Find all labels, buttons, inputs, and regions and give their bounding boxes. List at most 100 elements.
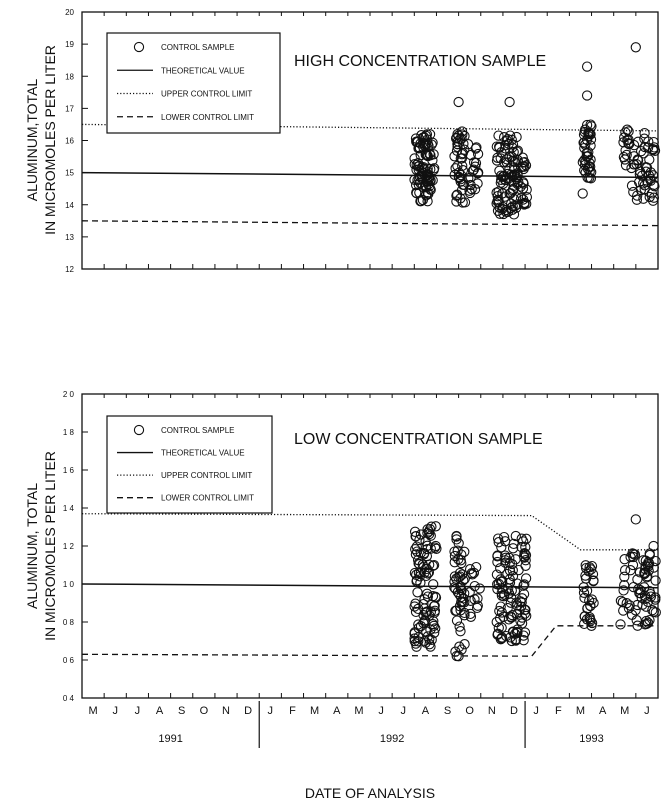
control-sample-point (521, 184, 532, 195)
control-sample-point (506, 635, 517, 647)
control-sample-point (507, 565, 518, 576)
control-sample-point (409, 635, 420, 647)
control-sample-point (428, 149, 439, 160)
control-sample-point (471, 561, 482, 573)
control-sample-point (493, 130, 504, 141)
x-month-label: M (310, 705, 319, 717)
x-month-label: J (135, 705, 141, 717)
control-sample-point (451, 530, 462, 542)
control-sample-point (467, 165, 479, 176)
control-sample-point (409, 526, 421, 537)
control-sample-point (577, 188, 588, 199)
control-sample-point (428, 616, 439, 627)
lower-control-limit-line (81, 220, 659, 227)
control-sample-point (458, 138, 469, 150)
control-sample-point (577, 157, 588, 168)
control-sample-point (618, 585, 629, 596)
control-sample-point (643, 557, 654, 568)
control-sample-point (628, 548, 639, 560)
x-month-label: O (200, 705, 209, 717)
x-month-label: J (268, 705, 274, 717)
control-sample-point (506, 134, 517, 146)
control-sample-point (618, 137, 629, 148)
control-sample-point (504, 96, 515, 108)
control-sample-point (494, 208, 506, 219)
control-sample-point (452, 136, 463, 147)
control-sample-point (586, 167, 597, 178)
control-sample-point (637, 599, 648, 610)
control-sample-point (510, 530, 521, 542)
control-sample-point (521, 533, 532, 544)
x-month-label: S (444, 705, 451, 717)
control-sample-points (409, 514, 661, 662)
reference-lines (81, 123, 659, 227)
control-sample-point (639, 133, 650, 144)
control-sample-point (517, 161, 528, 172)
control-sample-point (635, 584, 646, 596)
control-sample-point (630, 514, 641, 525)
control-sample-point (585, 129, 596, 140)
control-sample-point (451, 190, 462, 201)
chart-title: HIGH CONCENTRATION SAMPLE (294, 53, 546, 70)
control-sample-point (519, 579, 530, 590)
control-sample-point (641, 572, 652, 583)
y-tick-label: 15 (65, 169, 74, 178)
control-sample-point (495, 634, 506, 645)
control-sample-point (520, 549, 532, 561)
control-sample-point (422, 187, 434, 198)
control-sample-point (631, 615, 642, 626)
control-sample-point (639, 183, 650, 195)
control-sample-point (411, 136, 422, 147)
control-sample-point (428, 579, 439, 590)
theoretical-value-line (81, 583, 659, 589)
legend-box (106, 32, 281, 134)
legend-label: UPPER CONTROL LIMIT (161, 90, 252, 99)
control-sample-point (418, 164, 429, 175)
control-sample-point (518, 580, 529, 591)
control-sample-point (631, 194, 643, 205)
x-month-label: F (289, 705, 296, 717)
control-sample-point (584, 614, 596, 625)
control-sample-point (465, 608, 476, 620)
control-sample-point (414, 534, 425, 546)
control-sample-point (518, 178, 529, 189)
control-sample-point (632, 136, 644, 147)
control-sample-point (641, 618, 652, 630)
legend-label: UPPER CONTROL LIMIT (161, 471, 252, 480)
control-sample-point (420, 607, 431, 618)
control-sample-point (492, 583, 503, 595)
control-sample-point (465, 179, 476, 191)
control-sample-point (647, 144, 658, 156)
control-sample-point (504, 552, 515, 564)
legend: CONTROL SAMPLE THEORETICAL VALUE UPPER CON… (106, 32, 281, 134)
y-tick-label: 16 (65, 137, 74, 146)
control-sample-point (455, 169, 467, 181)
control-sample-point (634, 567, 646, 578)
control-sample-point (624, 600, 635, 611)
control-sample-point (411, 641, 422, 652)
control-sample-point (428, 601, 440, 612)
control-sample-point (428, 620, 440, 632)
control-sample-point (498, 531, 510, 543)
control-sample-point (465, 595, 476, 606)
control-sample-point (626, 180, 638, 191)
chart-low-concentration: 0 4 0 6 0 8 1 0 1 2 1 4 1 6 1 8 2 0 LOW CONCENTR… (24, 390, 661, 801)
control-sample-point (512, 578, 523, 589)
control-sample-point (472, 148, 484, 160)
control-sample-point (463, 173, 474, 184)
control-sample-point (459, 610, 470, 621)
control-sample-point (424, 523, 436, 535)
control-sample-point (420, 182, 431, 193)
control-sample-point (640, 563, 651, 575)
control-sample-point (647, 170, 659, 181)
control-sample-point (632, 154, 643, 165)
reference-lines (81, 513, 659, 657)
control-sample-point (472, 168, 483, 179)
control-sample-point (650, 594, 661, 605)
x-month-label: N (488, 705, 496, 717)
legend-label: CONTROL SAMPLE (161, 426, 235, 435)
control-sample-point (495, 177, 506, 188)
control-sample-point (459, 639, 470, 650)
control-sample-point (615, 619, 626, 630)
control-sample-point (412, 158, 424, 169)
